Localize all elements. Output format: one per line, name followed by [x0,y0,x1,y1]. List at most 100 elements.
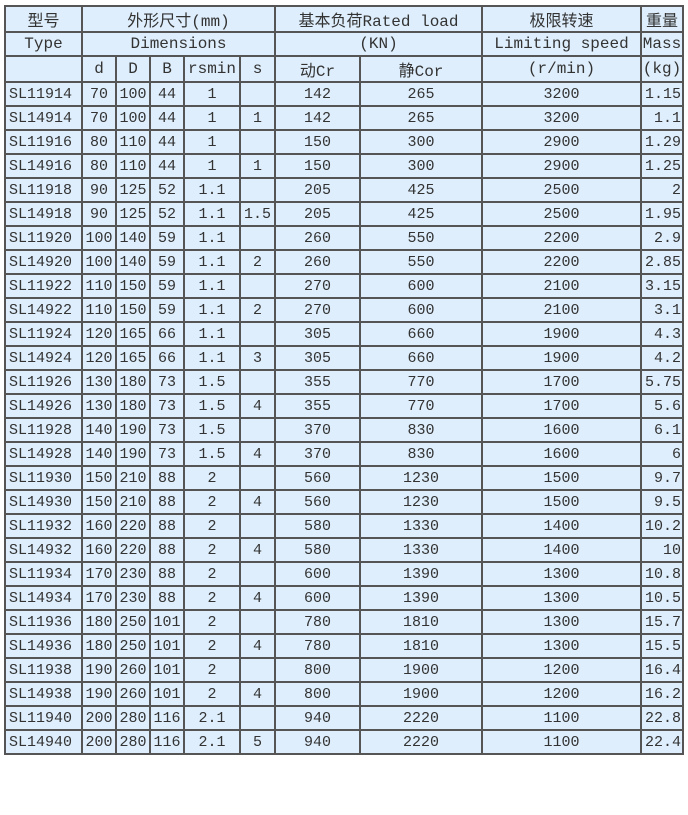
table-row: SL14922 110 150 59 1.1 2 270 600 2100 3.1 [4,297,684,323]
cell-speed: 1300 [481,633,642,659]
cell-B: 66 [149,345,185,371]
cell-speed: 3200 [481,105,642,131]
cell-speed: 1100 [481,705,642,731]
cell-D: 230 [115,585,151,611]
cell-d: 170 [81,561,117,587]
cell-type: SL11922 [4,273,83,299]
cell-cor: 265 [359,81,483,107]
cell-cr: 150 [274,153,361,179]
cell-B: 44 [149,129,185,155]
table-row: SL14940 200 280 116 2.1 5 940 2220 1100 22.4 [4,729,684,755]
cell-d: 190 [81,681,117,707]
cell-mass: 1.25 [640,153,684,179]
cell-rsmin: 1.1 [183,273,241,299]
cell-speed: 2500 [481,201,642,227]
cell-s: 1.5 [239,201,276,227]
cell-B: 73 [149,369,185,395]
cell-s [239,657,276,683]
table-row: SL11928 140 190 73 1.5 370 830 1600 6.1 [4,417,684,443]
cell-cor: 1330 [359,513,483,539]
cell-d: 140 [81,441,117,467]
table-row: SL11918 90 125 52 1.1 205 425 2500 2 [4,177,684,203]
table-row: SL11930 150 210 88 2 560 1230 1500 9.7 [4,465,684,491]
cell-D: 220 [115,513,151,539]
cell-cor: 660 [359,321,483,347]
empty-header-cell [4,55,83,83]
cell-B: 73 [149,441,185,467]
rated-load-header: 基本负荷Rated load [274,5,483,33]
cell-speed: 1500 [481,489,642,515]
cell-cr: 205 [274,201,361,227]
cell-cr: 800 [274,657,361,683]
col-rsmin-header: rsmin [183,55,241,83]
cell-cr: 940 [274,729,361,755]
cell-d: 180 [81,609,117,635]
cell-mass: 5.6 [640,393,684,419]
cell-type: SL11926 [4,369,83,395]
cell-B: 88 [149,561,185,587]
cell-cor: 265 [359,105,483,131]
cell-cor: 1810 [359,633,483,659]
table-row: SL14928 140 190 73 1.5 4 370 830 1600 6 [4,441,684,467]
cell-cor: 830 [359,441,483,467]
col-cor-header: 静Cor [359,55,483,83]
cell-cr: 270 [274,297,361,323]
cell-d: 190 [81,657,117,683]
cell-cor: 770 [359,369,483,395]
cell-type: SL14928 [4,441,83,467]
cell-cor: 1230 [359,489,483,515]
cell-cor: 1230 [359,465,483,491]
cell-cor: 2220 [359,705,483,731]
cell-speed: 1500 [481,465,642,491]
cell-d: 100 [81,225,117,251]
cell-type: SL14922 [4,297,83,323]
cell-rsmin: 2 [183,489,241,515]
cell-D: 210 [115,465,151,491]
load-unit-header: (KN) [274,31,483,57]
cell-mass: 3.1 [640,297,684,323]
cell-rsmin: 2.1 [183,729,241,755]
cell-D: 260 [115,657,151,683]
cell-D: 100 [115,81,151,107]
cell-mass: 9.7 [640,465,684,491]
cell-rsmin: 2 [183,609,241,635]
cell-D: 100 [115,105,151,131]
cell-cor: 550 [359,225,483,251]
cell-d: 170 [81,585,117,611]
cell-cr: 150 [274,129,361,155]
cell-speed: 2100 [481,297,642,323]
cell-d: 80 [81,153,117,179]
mass-en-header: Mass [640,31,684,57]
cell-cor: 1330 [359,537,483,563]
cell-B: 44 [149,81,185,107]
cell-B: 73 [149,393,185,419]
cell-s [239,321,276,347]
cell-type: SL14918 [4,201,83,227]
cell-mass: 1.1 [640,105,684,131]
cell-type: SL14926 [4,393,83,419]
cell-B: 59 [149,225,185,251]
table-row: SL11916 80 110 44 1 150 300 2900 1.29 [4,129,684,155]
cell-D: 140 [115,249,151,275]
cell-d: 160 [81,513,117,539]
cell-cor: 1900 [359,657,483,683]
cell-rsmin: 2 [183,657,241,683]
cell-s: 5 [239,729,276,755]
table-row: SL11936 180 250 101 2 780 1810 1300 15.7 [4,609,684,635]
cell-cr: 780 [274,633,361,659]
cell-type: SL11920 [4,225,83,251]
cell-D: 250 [115,609,151,635]
cell-type: SL11928 [4,417,83,443]
cell-mass: 10.2 [640,513,684,539]
cell-mass: 3.15 [640,273,684,299]
cell-s [239,273,276,299]
cell-B: 101 [149,609,185,635]
table-row: SL11940 200 280 116 2.1 940 2220 1100 22.8 [4,705,684,731]
cell-cr: 580 [274,513,361,539]
cell-rsmin: 1.5 [183,369,241,395]
cell-mass: 5.75 [640,369,684,395]
cell-D: 210 [115,489,151,515]
cell-type: SL14934 [4,585,83,611]
cell-mass: 22.8 [640,705,684,731]
cell-speed: 1600 [481,441,642,467]
